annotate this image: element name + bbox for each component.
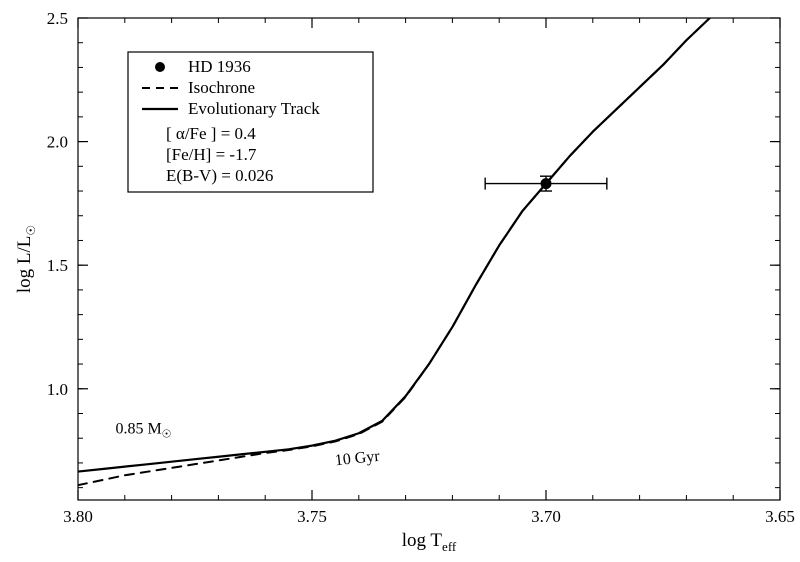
legend-item-label: HD 1936 [188,57,251,76]
chart-svg: 3.80 3.75 3.70 3.65 log Teff 1.0 1.5 2.0 2.5 log … [0,0,800,562]
y-axis-title: log L/L☉ [14,225,38,293]
legend-param: [ α/Fe ] = 0.4 [166,124,256,143]
legend-param: [Fe/H] = -1.7 [166,145,257,164]
data-point-marker [541,178,552,189]
legend-param: E(B-V) = 0.026 [166,166,273,185]
annotation-label: 0.85 M☉ [115,420,171,440]
evolutionary-track-line [78,18,710,472]
y-tick-label: 1.5 [47,256,68,275]
x-tick-label: 3.65 [765,507,795,526]
x-tick-label: 3.80 [63,507,93,526]
plot-frame [78,18,780,500]
y-tick-label: 1.0 [47,380,68,399]
x-tick-label: 3.75 [297,507,327,526]
annotation-label: 10 Gyr [334,448,381,470]
legend-item-label: Evolutionary Track [188,99,320,118]
y-tick-label: 2.5 [47,9,68,28]
legend-point-icon [155,62,165,72]
x-axis-title: log Teff [402,530,457,554]
hr-diagram-chart: 3.80 3.75 3.70 3.65 log Teff 1.0 1.5 2.0 2.5 log … [0,0,800,562]
y-tick-label: 2.0 [47,133,68,152]
legend-item-label: Isochrone [188,78,255,97]
x-tick-label: 3.70 [531,507,561,526]
